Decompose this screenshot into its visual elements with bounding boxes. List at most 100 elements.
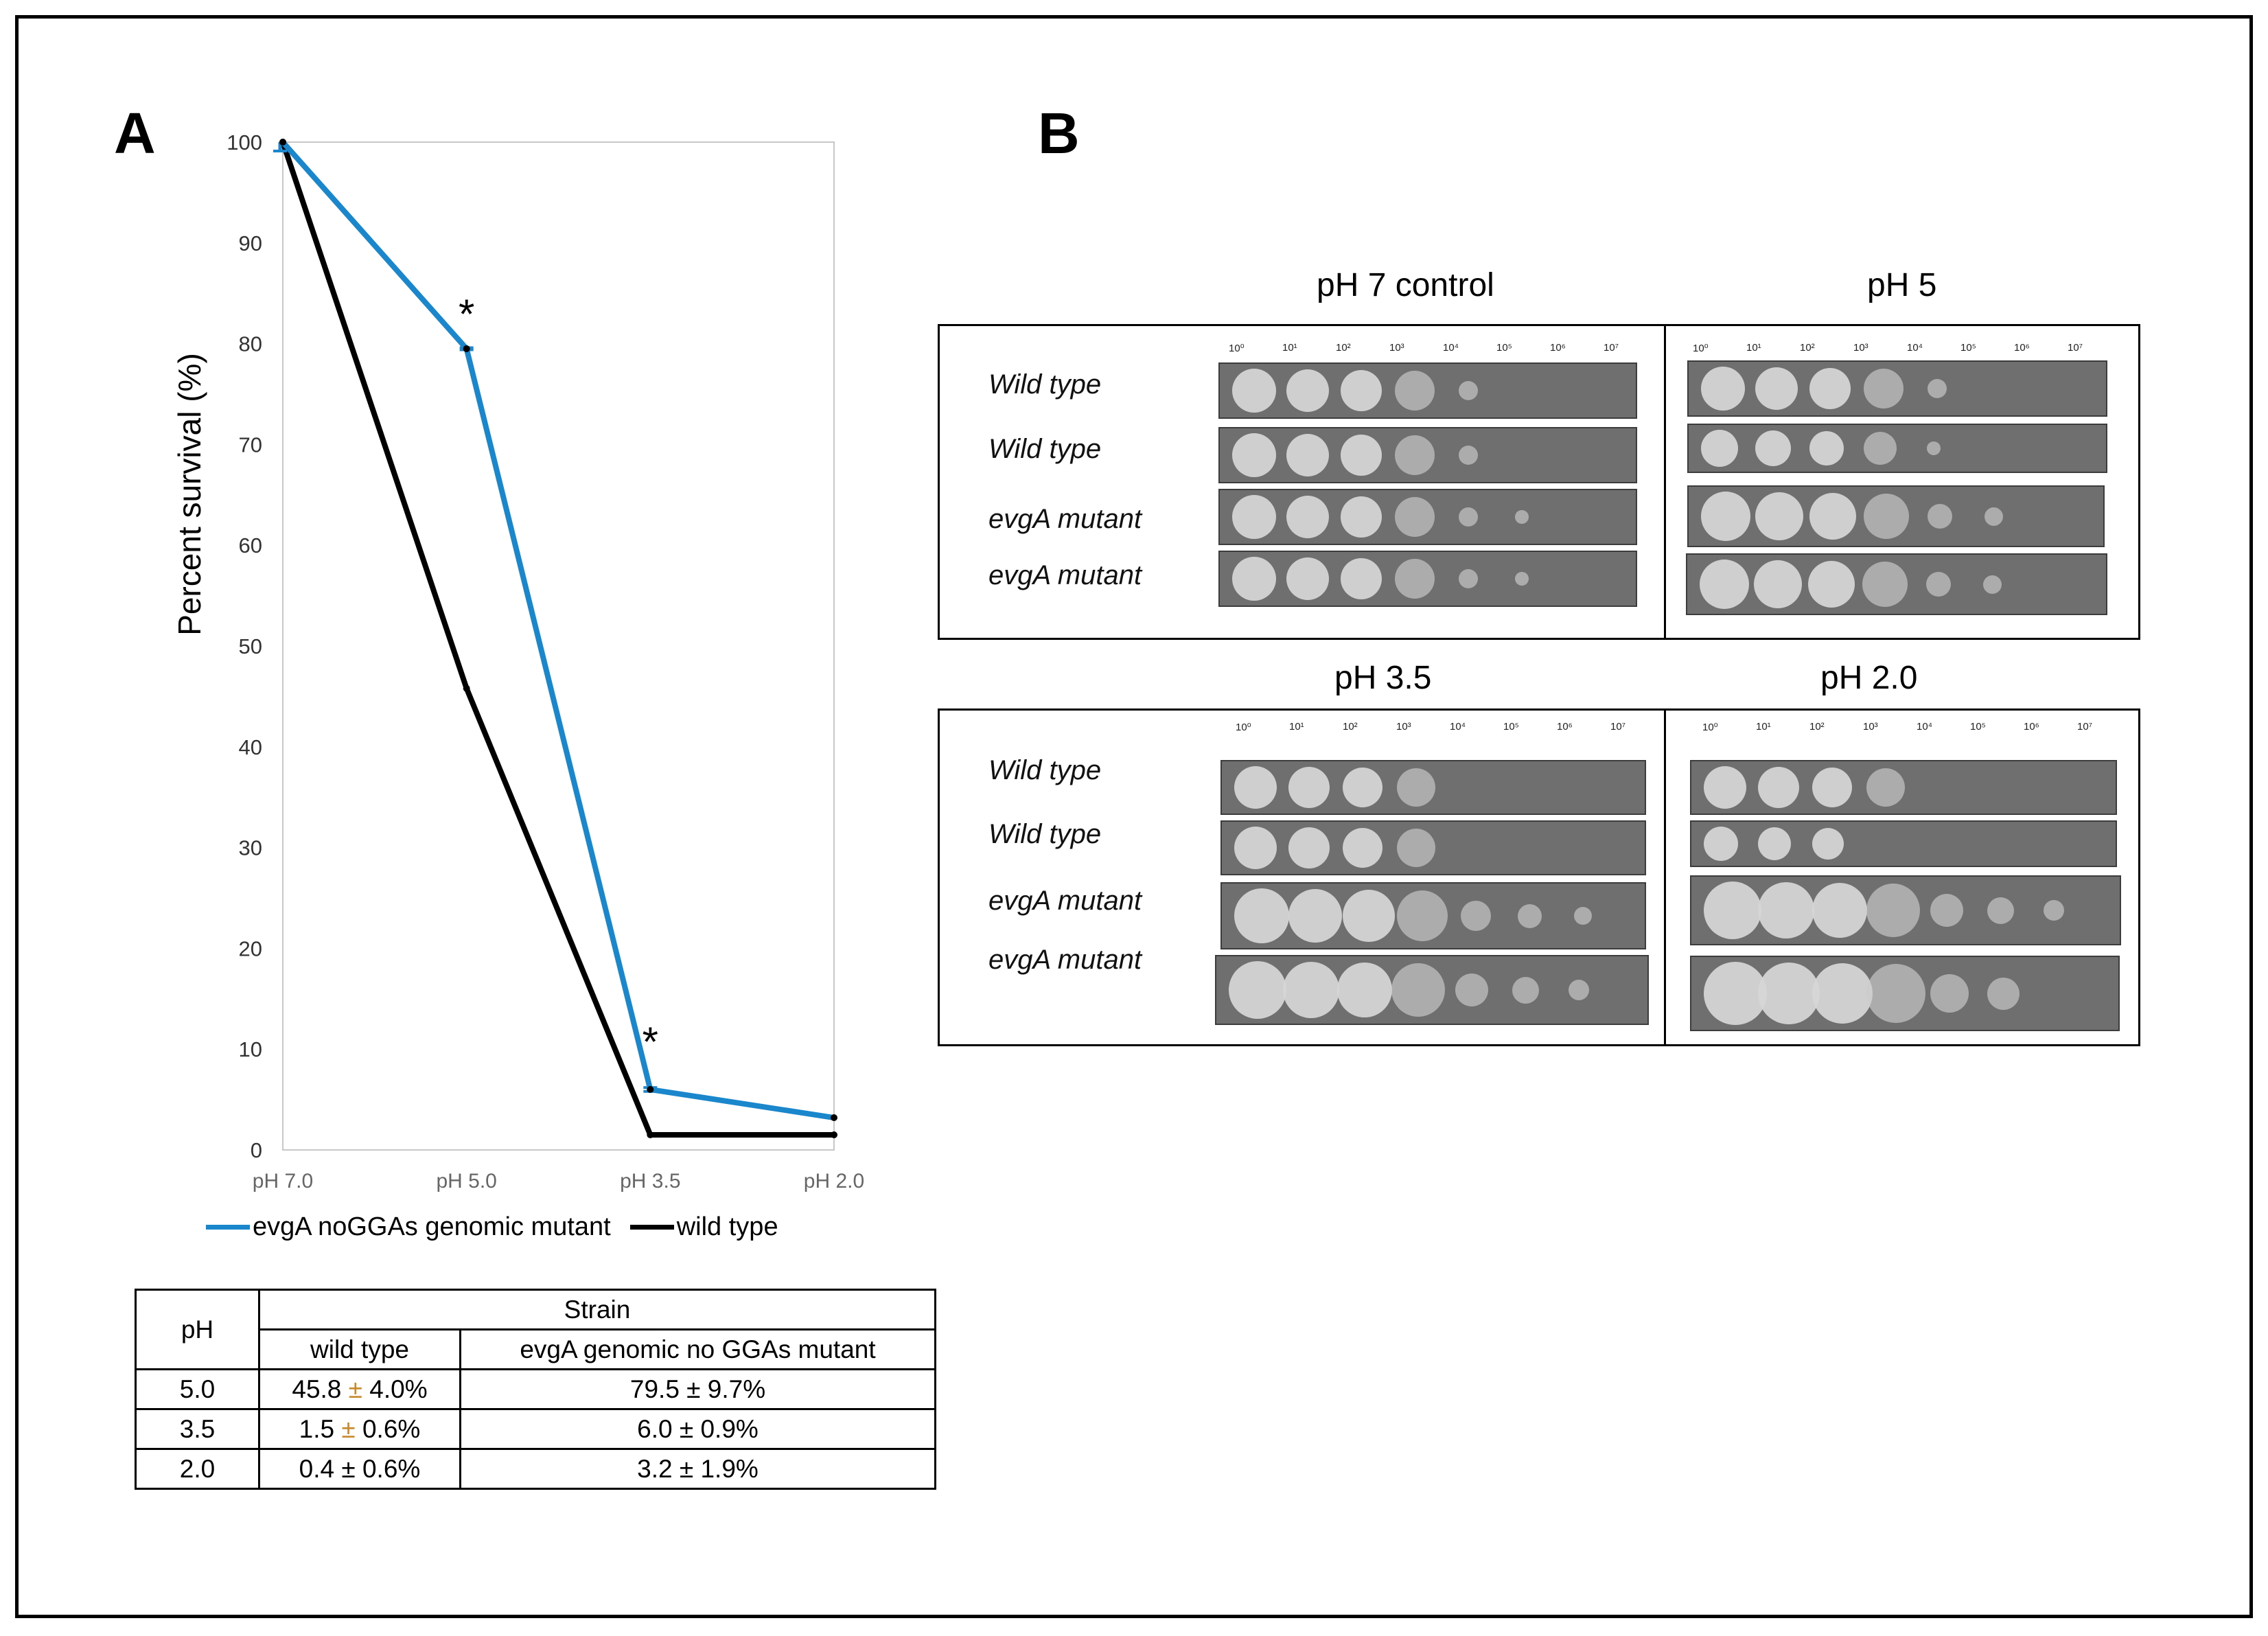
data-point (463, 345, 470, 352)
dilution-label: 10¹ (1289, 721, 1304, 733)
plate-strip (1690, 956, 2120, 1031)
colony-spot (1808, 561, 1855, 608)
legend-swatch-mutant (206, 1224, 250, 1230)
dilution-label: 10⁵ (1503, 721, 1519, 733)
legend-swatch-wild-type (629, 1224, 674, 1230)
colony-spot (1232, 433, 1276, 477)
legend-item-mutant: evgA noGGAs genomic mutant (206, 1212, 611, 1242)
table-cell-ph: 2.0 (135, 1448, 260, 1490)
dilution-label: 10⁰ (1702, 722, 1718, 733)
dilution-label: 10⁴ (1450, 721, 1466, 733)
dilution-label: 10⁷ (2077, 721, 2093, 733)
colony-spot (1758, 767, 1799, 808)
data-point (647, 1131, 654, 1138)
y-axis-label: Percent survival (%) (172, 353, 207, 636)
y-tick-label: 90 (239, 231, 262, 255)
colony-spot (1459, 569, 1478, 588)
strain-label: Wild type (988, 755, 1102, 785)
colony-spot (1758, 882, 1814, 938)
legend-label-wild-type: wild type (676, 1212, 778, 1241)
table-cell-mutant: 3.2 ± 1.9% (459, 1448, 936, 1490)
plate-strip (1218, 427, 1637, 483)
dilution-label: 10² (1800, 342, 1815, 354)
dilution-label: 10⁴ (1917, 721, 1933, 733)
x-tick-label: pH 3.5 (620, 1170, 680, 1193)
colony-spot (1862, 562, 1908, 607)
panel-b-label: B (1038, 101, 1080, 165)
plate-strip (1218, 362, 1637, 419)
colony-spot (1232, 369, 1276, 413)
strain-label: Wild type (988, 819, 1102, 849)
dilution-label: 10² (1336, 342, 1351, 354)
colony-spot (1812, 883, 1867, 938)
y-tick-label: 70 (239, 433, 262, 457)
legend-label-mutant: evgA noGGAs genomic mutant (253, 1212, 611, 1241)
plate-strip (1218, 551, 1637, 607)
plate-strip (1686, 553, 2107, 615)
colony-spot (1515, 572, 1529, 586)
y-tick-label: 30 (239, 836, 262, 860)
y-tick-label: 60 (239, 533, 262, 557)
figure-frame (15, 15, 2253, 1618)
colony-spot (1755, 430, 1791, 466)
dilution-label: 10³ (1853, 342, 1868, 354)
table-header-ph: pH (135, 1289, 260, 1370)
colony-spot (1288, 827, 1330, 868)
plate-strip (1690, 760, 2117, 815)
data-point (279, 139, 286, 146)
colony-spot (1809, 368, 1851, 409)
data-point (647, 1085, 654, 1093)
table-row: 3.5 1.5 ± 0.6% 6.0 ± 0.9% (135, 1408, 936, 1450)
data-point (831, 1114, 837, 1122)
colony-spot (1395, 497, 1435, 537)
colony-spot (1512, 976, 1539, 1004)
x-tick-label: pH 5.0 (436, 1170, 496, 1193)
plate-strip (1690, 875, 2121, 945)
y-tick-label: 20 (239, 936, 262, 960)
strain-label: evgA mutant (988, 886, 1142, 916)
colony-spot (1704, 962, 1767, 1025)
colony-spot (1569, 980, 1589, 1000)
colony-spot (1864, 432, 1897, 465)
dilution-label: 10¹ (1282, 342, 1297, 354)
plate-strip (1220, 882, 1646, 949)
survival-summary-table: pH Strain wild type evgA genomic no GGAs… (135, 1289, 936, 1490)
table-subheader-row: wild type evgA genomic no GGAs mutant (136, 1328, 936, 1370)
dilution-label: 10¹ (1756, 721, 1771, 733)
colony-spot (1234, 766, 1277, 809)
colony-spot (1812, 963, 1873, 1024)
table-cell-wild-type: 45.8 ± 4.0% (258, 1368, 461, 1410)
colony-spot (1286, 496, 1329, 538)
colony-spot (1459, 381, 1478, 400)
colony-spot (1704, 827, 1738, 861)
colony-spot (1984, 507, 2003, 526)
panel-a-label: A (114, 101, 156, 165)
dilution-label: 10³ (1863, 721, 1878, 733)
dilution-label: 10⁴ (1907, 342, 1923, 354)
spot-assay-block-bottom (938, 708, 2140, 1046)
dilution-label: 10³ (1396, 721, 1411, 733)
condition-title-ph3-5: pH 3.5 (1334, 660, 1432, 696)
colony-spot (1864, 369, 1903, 408)
colony-spot (1926, 572, 1951, 597)
colony-spot (1704, 882, 1761, 939)
dilution-label: 10⁷ (2068, 342, 2083, 354)
colony-spot (1288, 889, 1342, 943)
y-tick-label: 40 (239, 735, 262, 759)
colony-spot (1515, 510, 1529, 524)
dilution-label: 10⁷ (1604, 342, 1619, 354)
table-header-wild-type: wild type (258, 1328, 461, 1370)
table-cell-ph: 3.5 (135, 1408, 260, 1450)
colony-spot (1341, 558, 1382, 599)
colony-spot (2044, 900, 2064, 921)
colony-spot (1395, 371, 1435, 411)
colony-spot (1574, 907, 1592, 925)
colony-spot (1928, 504, 1952, 529)
spot-assay-block-top (938, 324, 2140, 640)
colony-spot (1866, 884, 1920, 937)
dilution-label: 10³ (1389, 342, 1404, 354)
dilution-label: 10⁶ (2024, 721, 2039, 733)
colony-spot (1459, 507, 1478, 527)
colony-spot (1809, 431, 1844, 465)
